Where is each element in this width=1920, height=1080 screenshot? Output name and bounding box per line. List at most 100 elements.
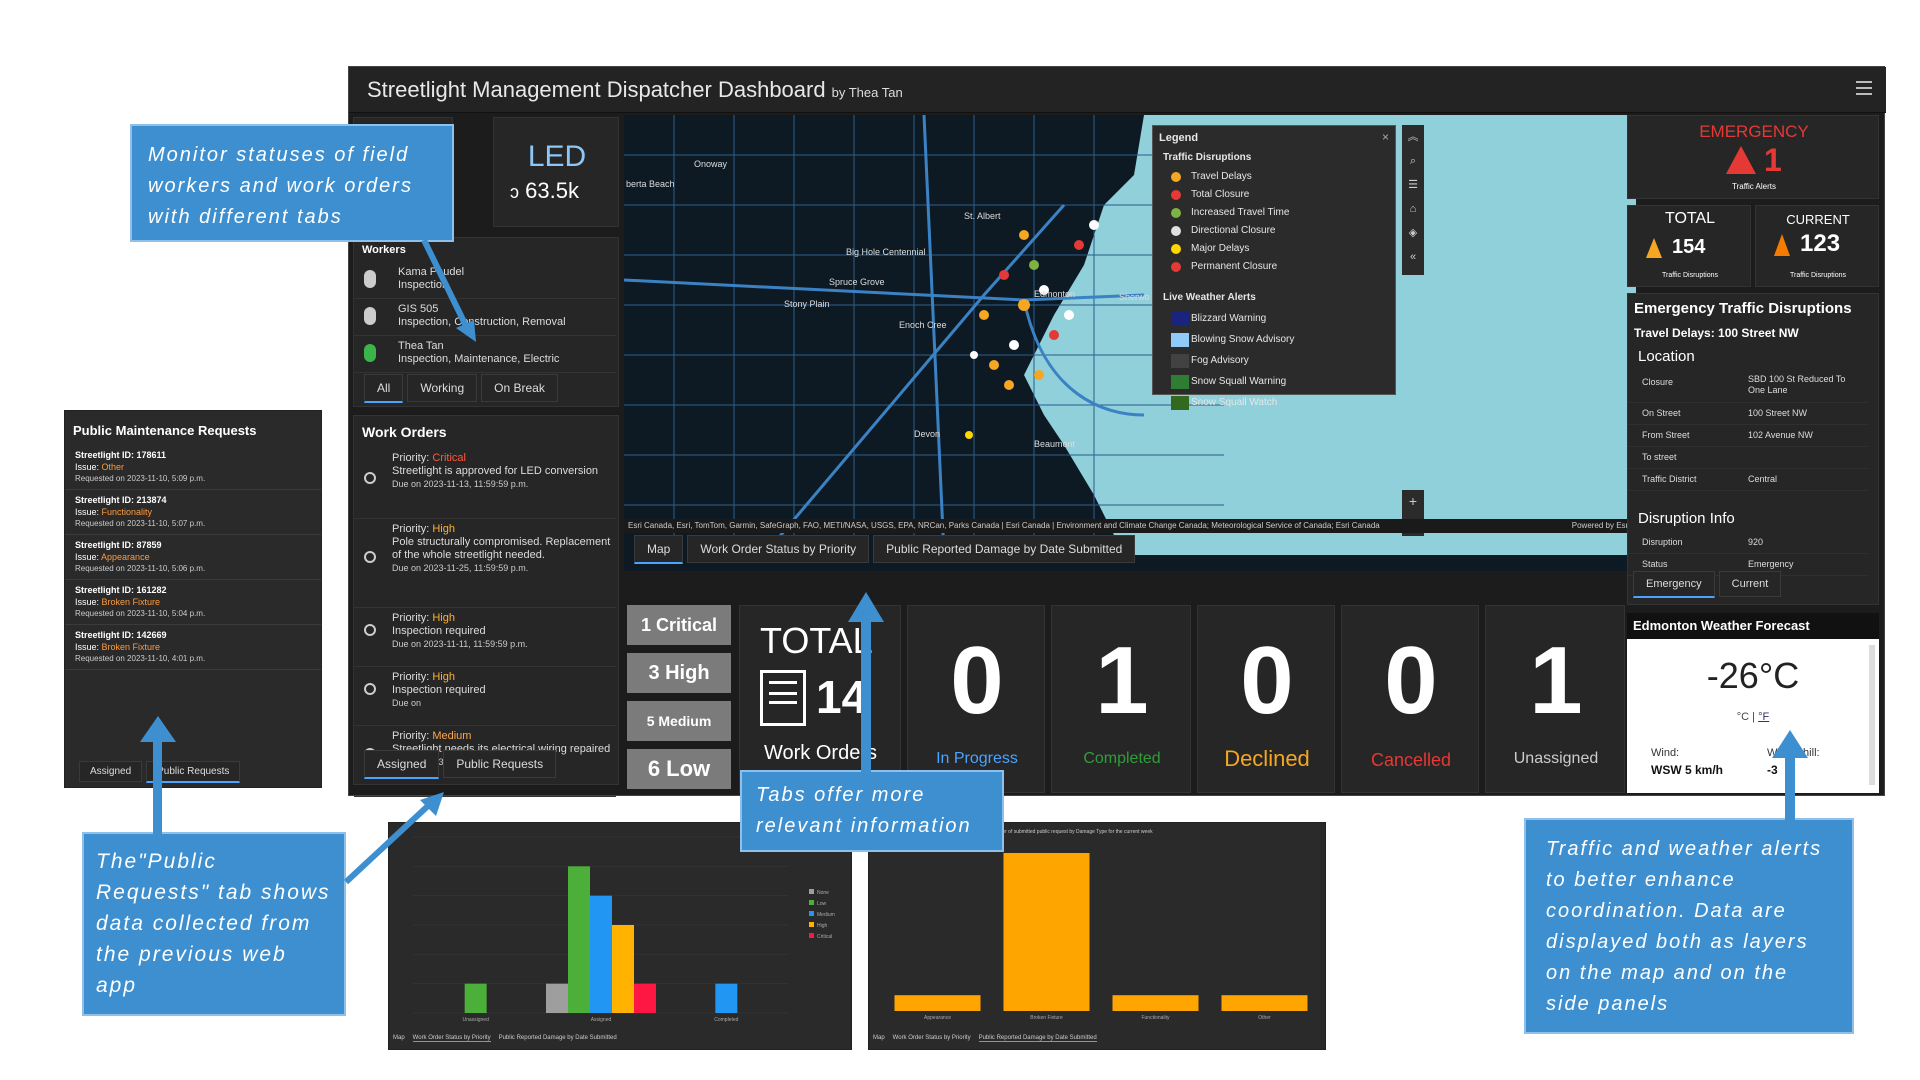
callout-tabs-arrow	[848, 592, 884, 772]
tab-public-damage[interactable]: Public Reported Damage by Date Submitted	[873, 535, 1136, 563]
declined-label: Declined	[1224, 746, 1310, 771]
legend-item: Travel Delays	[1153, 168, 1393, 186]
chevron-left-icon[interactable]: «	[1409, 251, 1417, 263]
work-order-desc: Pole structurally compromised. Replaceme…	[392, 536, 611, 561]
tab-work-order-status[interactable]: Work Order Status by Priority	[687, 535, 870, 563]
tab-assigned[interactable]: Assigned	[364, 750, 440, 779]
list-item[interactable]: Streetlight ID: 178611 Issue: Other Reques…	[65, 445, 321, 490]
legend-swatch	[809, 922, 814, 927]
priority-label: Priority:	[392, 730, 430, 742]
priority-label: Priority:	[392, 612, 430, 624]
public-requests-title: Public Maintenance Requests	[73, 423, 257, 438]
x-tick-label: Unassigned	[462, 1017, 489, 1023]
completed-label: Completed	[1083, 750, 1161, 767]
worker-row[interactable]: Kama Paudel Inspection	[354, 262, 616, 299]
tab-map[interactable]: Map	[393, 1035, 405, 1041]
weather-scrollbar[interactable]	[1869, 645, 1875, 785]
worker-row[interactable]: GIS 505 Inspection, Construction, Removal	[354, 299, 616, 336]
home-icon[interactable]: ⌂	[1409, 203, 1417, 215]
directional-closure-icon	[1171, 226, 1181, 236]
map-label: Enoch Cree	[899, 320, 947, 330]
radio-button[interactable]	[364, 472, 376, 484]
priority-medium-button[interactable]: 5 Medium	[627, 701, 731, 741]
priority-high-button[interactable]: 3 High	[627, 653, 731, 693]
layers-icon[interactable]: ◈	[1408, 227, 1418, 239]
workers-list: Kama Paudel Inspection GIS 505 Inspection,…	[354, 262, 616, 373]
fahrenheit-toggle[interactable]: °F	[1758, 711, 1770, 723]
callout-public-requests: The"Public Requests" tab shows data coll…	[82, 832, 346, 1016]
completed-value: 1	[1095, 627, 1149, 734]
close-icon[interactable]: ×	[1381, 130, 1389, 144]
tab-map[interactable]: Map	[873, 1035, 885, 1041]
tab-all[interactable]: All	[364, 374, 404, 403]
list-item[interactable]: Streetlight ID: 213874 Issue: Functionali…	[65, 490, 321, 535]
tab-work-order-status[interactable]: Work Order Status by Priority	[892, 1035, 971, 1041]
zoom-in-icon[interactable]: +	[1408, 493, 1418, 509]
map-label: Big Hole Centennial	[846, 247, 926, 257]
priority-critical-button[interactable]: 1 Critical	[627, 605, 731, 645]
unassigned-card: 1 Unassigned	[1485, 605, 1625, 793]
legend-label: Permanent Closure	[1191, 261, 1278, 272]
callout-tabs: Tabs offer more relevant information	[740, 770, 1004, 852]
powered-by[interactable]: Powered by Esri	[1571, 521, 1630, 530]
radio-button[interactable]	[364, 551, 376, 563]
row-key: To street	[1642, 452, 1677, 462]
tab-work-order-status[interactable]: Work Order Status by Priority	[412, 1035, 491, 1042]
legend-item: Blizzard Warning	[1153, 310, 1393, 331]
blowing-snow-icon	[1171, 333, 1189, 347]
list-item[interactable]: Streetlight ID: 142669 Issue: Broken Fixt…	[65, 625, 321, 670]
snow-squall-watch-icon	[1171, 396, 1189, 410]
legend-label: Blowing Snow Advisory	[1191, 334, 1295, 345]
list-item[interactable]: Streetlight ID: 87859 Issue: Appearance Re…	[65, 535, 321, 580]
location-row: On Street 100 Street NW	[1628, 403, 1868, 425]
fog-icon	[1171, 354, 1189, 368]
list-item[interactable]: Streetlight ID: 161282 Issue: Broken Fixt…	[65, 580, 321, 625]
led-value-row: ↄ 63.5k	[510, 178, 579, 204]
legend-label: Total Closure	[1191, 189, 1250, 200]
tab-public-requests[interactable]: Public Requests	[443, 750, 557, 778]
row-key: From Street	[1642, 430, 1690, 440]
work-order-status-chart: Unassigned Assigned Completed None Low Medium…	[413, 836, 835, 1023]
hamburger-menu-icon[interactable]	[1856, 81, 1872, 95]
increased-travel-icon	[1171, 208, 1181, 218]
tab-current[interactable]: Current	[1718, 571, 1782, 597]
work-order-row[interactable]: Priority: High Inspection required Due on …	[354, 608, 616, 667]
tab-public-damage[interactable]: Public Reported Damage by Date Submitted	[498, 1035, 617, 1041]
legend-item: Directional Closure	[1153, 222, 1393, 240]
tab-public-requests[interactable]: Public Requests	[146, 761, 241, 783]
collapse-icon[interactable]: ︽	[1407, 131, 1419, 143]
radio-button[interactable]	[364, 624, 376, 636]
tab-working[interactable]: Working	[407, 374, 478, 402]
map-toolbar: ︽ ⌕ ☰ ⌂ ◈ «	[1402, 125, 1424, 275]
worker-row[interactable]: Thea Tan Inspection, Maintenance, Electri…	[354, 336, 616, 373]
details-subtitle: Travel Delays: 100 Street NW	[1634, 326, 1799, 340]
map-view[interactable]: Onoway berta Beach St. Albert Spruce Gro…	[624, 115, 1636, 571]
x-tick-label: Completed	[714, 1017, 738, 1023]
work-order-row[interactable]: Priority: High Inspection required Due on	[354, 667, 616, 726]
legend-label: Snow Squall Watch	[1191, 397, 1278, 408]
priority-low-button[interactable]: 6 Low	[627, 749, 731, 789]
request-date: Requested on 2023-11-10, 5:04 p.m.	[75, 609, 206, 618]
legend-item: Increased Travel Time	[1153, 204, 1393, 222]
work-order-row[interactable]: Priority: Critical Streetlight is approve…	[354, 448, 616, 519]
issue-label: Issue:	[75, 507, 100, 517]
led-label: LED	[527, 140, 587, 173]
legend-list-icon[interactable]: ☰	[1408, 179, 1418, 191]
tab-emergency[interactable]: Emergency	[1633, 571, 1715, 598]
bar	[546, 983, 568, 1013]
search-icon[interactable]: ⌕	[1409, 155, 1417, 167]
request-id: Streetlight ID: 161282	[75, 585, 167, 595]
total-disruptions-label: TOTAL	[1664, 210, 1716, 227]
tab-on-break[interactable]: On Break	[481, 374, 558, 402]
major-delays-icon	[1171, 244, 1181, 254]
radio-button[interactable]	[364, 683, 376, 695]
tab-map[interactable]: Map	[634, 535, 684, 564]
tab-public-damage[interactable]: Public Reported Damage by Date Submitted	[978, 1035, 1097, 1042]
work-order-row[interactable]: Priority: High Pole structurally compromi…	[354, 519, 616, 608]
info-row: Disruption 920	[1628, 532, 1868, 554]
legend-item: Snow Squall Warning	[1153, 373, 1393, 394]
legend-label: Fog Advisory	[1191, 355, 1249, 366]
tab-assigned[interactable]: Assigned	[79, 761, 143, 782]
celsius-toggle[interactable]: °C	[1736, 711, 1750, 723]
issue-value: Broken Fixture	[101, 597, 161, 607]
